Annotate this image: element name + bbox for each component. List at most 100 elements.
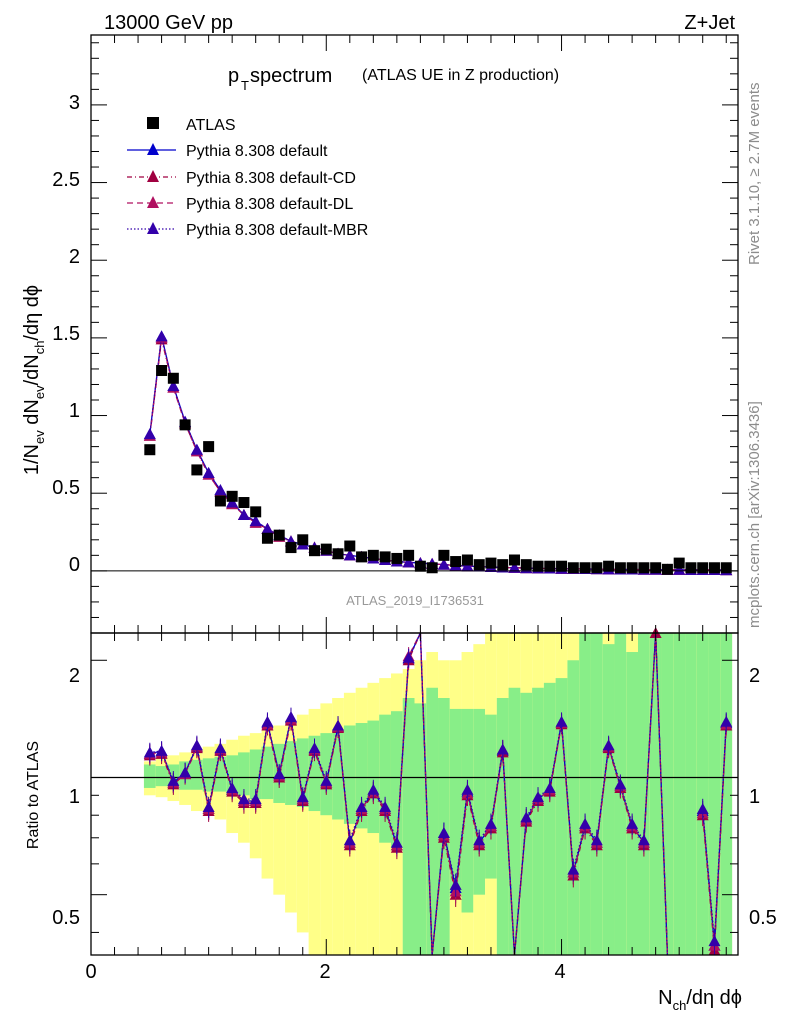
- ratio-point-mbr: [708, 935, 721, 947]
- data-point-atlas: [520, 559, 532, 571]
- band-inner: [261, 746, 274, 800]
- ratio-point-mbr: [390, 836, 403, 848]
- data-point-atlas: [356, 551, 368, 563]
- series-line-default: [149, 336, 727, 571]
- data-point-atlas: [273, 529, 285, 541]
- plot-frames: [90, 34, 739, 956]
- data-point-atlas: [708, 562, 720, 574]
- ratio-point-mbr: [343, 834, 356, 846]
- ratio-tick-left-0.5: 0.5: [52, 907, 80, 929]
- band-outer: [273, 725, 286, 895]
- svg-text:Nch/dη dϕ: Nch/dη dϕ: [658, 987, 742, 1013]
- data-point-atlas: [191, 464, 203, 476]
- series-line-mbr: [149, 336, 727, 571]
- band-outer: [332, 698, 344, 955]
- band-inner: [661, 633, 674, 955]
- ylabel-sub-ch: ch: [32, 341, 47, 355]
- band-inner: [143, 764, 156, 788]
- ratio-point-mbr: [496, 743, 509, 755]
- series-point-mbr: [143, 428, 156, 440]
- ratio-point-mbr: [167, 774, 180, 786]
- top-y-tick-labels: 0 0.5 1 1.5 2 2.5 3: [52, 92, 80, 576]
- x-axis-label: Nch/dη dϕ: [658, 987, 742, 1013]
- legend-label-cd: Pythia 8.308 default-CD: [186, 170, 356, 187]
- data-point-atlas: [485, 557, 497, 569]
- ylabel-part-2: dN: [21, 399, 43, 430]
- ratio-point-mbr: [720, 715, 733, 727]
- ylabel-part-1: 1/N: [21, 444, 43, 475]
- band-inner: [226, 755, 239, 796]
- series-point-mbr: [190, 443, 203, 455]
- data-point-atlas: [297, 534, 309, 546]
- legend-label-default: Pythia 8.308 default: [186, 143, 328, 160]
- data-point-atlas: [685, 562, 697, 574]
- series-point-mbr: [673, 563, 686, 575]
- series-point-mbr: [237, 508, 250, 520]
- series-point-mbr: [343, 549, 356, 561]
- ratio-point-mbr: [696, 802, 709, 814]
- ratio-plot-marks: [91, 627, 738, 956]
- plot-title-main: p: [228, 65, 239, 87]
- band-inner: [461, 708, 474, 913]
- energy-label: 13000 GeV pp: [104, 12, 233, 34]
- x-tick-0: 0: [85, 961, 96, 983]
- series-point-mbr: [461, 560, 474, 572]
- band-inner: [426, 687, 439, 955]
- top-y-tick-2: 2: [69, 246, 80, 268]
- band-inner: [602, 644, 615, 955]
- ratio-point-mbr: [602, 739, 615, 751]
- band-inner: [567, 660, 580, 955]
- band-inner: [532, 687, 544, 955]
- plot-title-rest: spectrum: [250, 65, 332, 87]
- data-point-atlas: [638, 562, 650, 574]
- y-axis-label-ratio: Ratio to ATLAS: [25, 741, 42, 849]
- ylabel-part-3: /dN: [21, 354, 43, 385]
- legend-marker-cd: [147, 170, 159, 182]
- series-line-dl: [149, 337, 727, 571]
- data-point-atlas: [532, 560, 544, 572]
- top-y-tick-1: 1: [69, 400, 80, 422]
- ratio-point-mbr: [284, 710, 297, 722]
- y-axis-label-top: 1/Nev dNev/dNch/dη dϕ: [21, 285, 47, 475]
- x-tick-2: 2: [319, 961, 330, 983]
- ratio-point-mbr: [520, 811, 533, 823]
- xlabel-part-1: N: [658, 987, 672, 1009]
- legend: ATLAS Pythia 8.308 default Pythia 8.308 …: [127, 117, 368, 239]
- ratio-point-mbr: [273, 768, 286, 780]
- ratio-point-mbr: [461, 783, 474, 795]
- data-point-atlas: [614, 562, 626, 574]
- xlabel-part-2: /dη dϕ: [686, 987, 742, 1009]
- ratio-point-mbr: [543, 781, 556, 793]
- data-point-atlas: [661, 563, 673, 575]
- data-point-atlas: [591, 562, 603, 574]
- data-point-atlas: [379, 551, 391, 563]
- band-inner: [579, 633, 591, 955]
- legend-label-atlas: ATLAS: [186, 117, 236, 134]
- ratio-point-mbr: [555, 715, 568, 727]
- ratio-tick-left-2: 2: [69, 665, 80, 687]
- series-point-mbr: [508, 561, 521, 573]
- band-inner: [343, 725, 356, 824]
- series-point-mbr: [214, 484, 227, 496]
- ratio-frame: [90, 632, 739, 956]
- ratio-point-mbr: [320, 774, 333, 786]
- data-point-atlas: [497, 559, 509, 571]
- data-point-atlas: [367, 549, 379, 561]
- data-point-atlas: [579, 562, 591, 574]
- top-y-tick-0: 0: [69, 554, 80, 576]
- data-point-atlas: [156, 365, 168, 377]
- top-plot-marks: [91, 330, 738, 576]
- data-point-atlas: [450, 556, 462, 568]
- band-inner: [308, 735, 321, 812]
- svg-text:1/Nev dNev/dNch/dη dϕ: 1/Nev dNev/dNch/dη dϕ: [21, 285, 47, 475]
- band-outer: [320, 703, 333, 955]
- band-inner: [485, 714, 497, 879]
- data-point-atlas: [226, 490, 238, 502]
- ratio-point-mbr: [214, 742, 227, 754]
- series-point-mbr: [261, 522, 274, 534]
- band-inner: [285, 741, 297, 805]
- ratio-point-mbr: [261, 715, 274, 727]
- band-inner: [202, 758, 215, 792]
- ratio-point-mbr: [449, 878, 462, 890]
- band-inner: [414, 703, 427, 955]
